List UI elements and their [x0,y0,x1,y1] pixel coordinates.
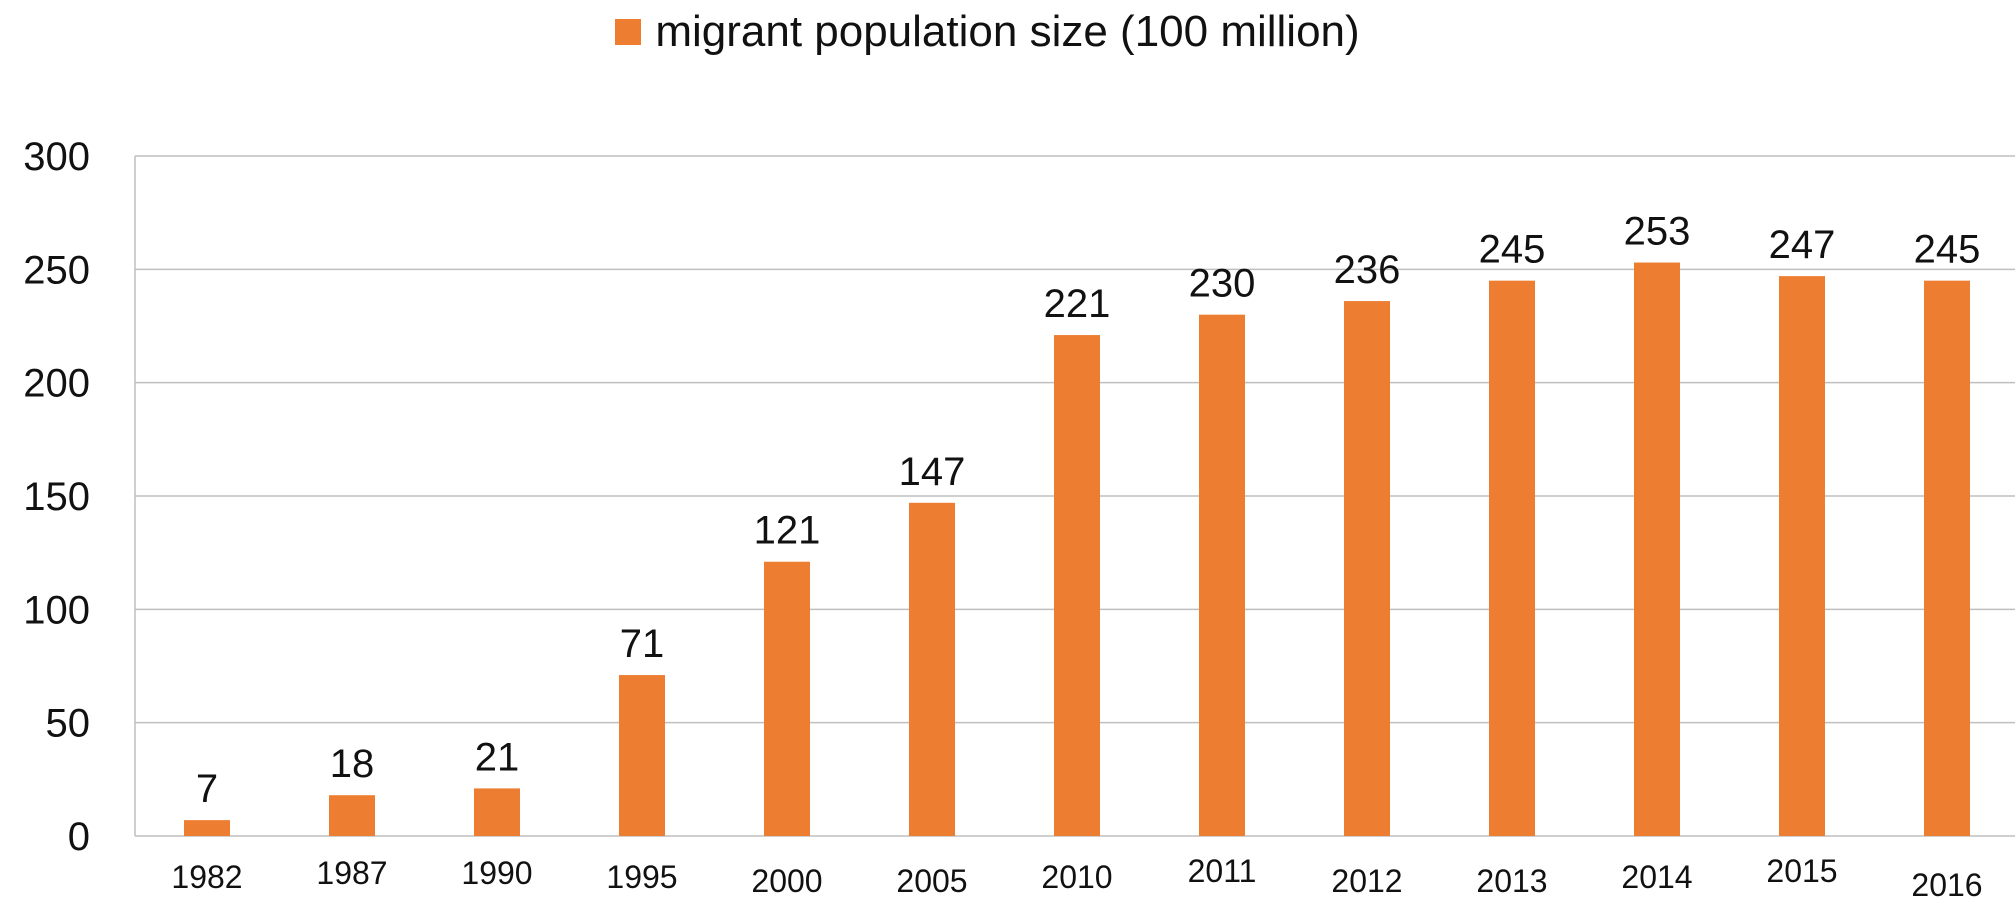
bar [1924,280,1970,837]
y-tick-label: 150 [23,475,90,519]
data-label: 221 [1044,282,1111,326]
data-label: 236 [1334,248,1401,292]
data-label: 18 [330,742,375,786]
bar [1054,335,1100,836]
bar [764,561,810,836]
x-tick-label: 2005 [896,863,967,899]
x-tick-label: 1990 [461,855,532,891]
y-tick-label: 300 [23,135,90,179]
data-label: 245 [1479,228,1546,272]
x-tick-label: 2015 [1766,853,1837,889]
data-label: 230 [1189,262,1256,306]
x-tick-label: 1995 [606,859,677,895]
data-label: 21 [475,735,520,779]
y-tick-label: 100 [23,588,90,632]
bar [184,820,230,836]
y-tick-label: 50 [46,702,91,746]
x-tick-label: 1987 [316,855,387,891]
bar [1634,262,1680,836]
legend-swatch [615,19,642,45]
chart-legend: migrant population size (100 million) [0,6,2015,57]
bar [1344,301,1390,837]
bar [474,788,520,836]
data-label: 147 [899,450,966,494]
x-tick-label: 2011 [1188,853,1257,889]
bar [619,675,665,836]
bar [1489,280,1535,837]
x-tick-label: 2000 [751,863,822,899]
bar [1779,276,1825,837]
bar [1199,314,1245,837]
data-label: 253 [1624,210,1691,254]
x-tick-label: 2012 [1331,863,1402,899]
x-tick-label: 2014 [1621,859,1692,895]
y-tick-label: 200 [23,362,90,406]
data-label: 71 [620,622,665,666]
y-tick-label: 250 [23,248,90,292]
x-tick-label: 2013 [1476,863,1547,899]
y-tick-label: 0 [68,815,90,859]
data-label: 7 [196,767,218,811]
bar [329,795,375,836]
x-tick-label: 2016 [1911,867,1982,901]
legend-label: migrant population size (100 million) [655,7,1360,56]
x-tick-label: 1982 [171,859,242,895]
data-label: 121 [754,509,821,553]
bar [909,502,955,836]
data-label: 245 [1914,228,1981,272]
data-label: 247 [1769,223,1836,267]
x-tick-label: 2010 [1041,859,1112,895]
